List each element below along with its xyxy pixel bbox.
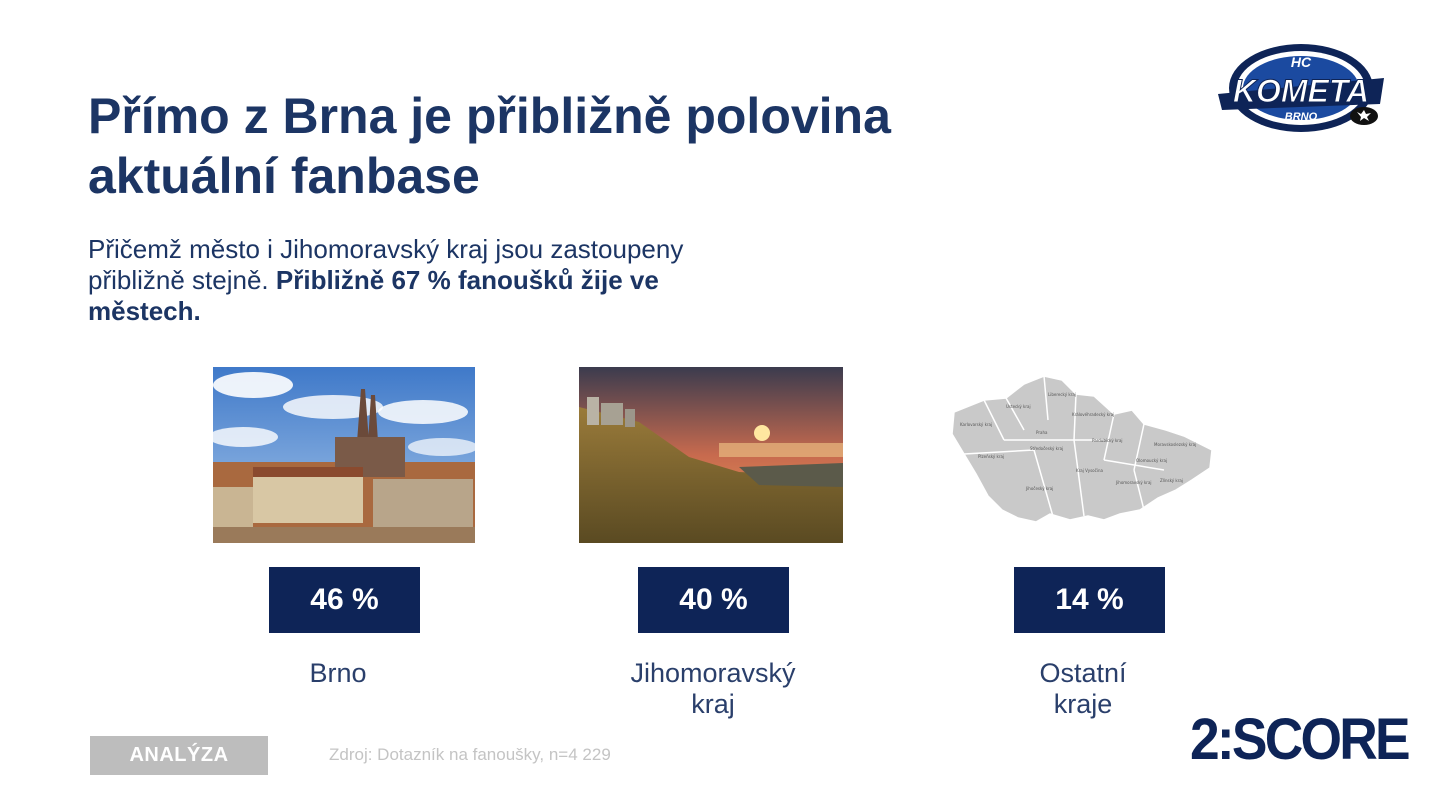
page-title: Přímo z Brna je přibližně polovina aktuá… — [88, 88, 891, 204]
hc-kometa-brno-logo: HC KOMETA BRNO — [1212, 40, 1390, 144]
svg-text:Olomoucký kraj: Olomoucký kraj — [1136, 458, 1167, 463]
stat-badge-brno: 46 % — [269, 567, 420, 633]
stat-badge-ostatni: 14 % — [1014, 567, 1165, 633]
stat-label-jihomoravsky: Jihomoravský kraj — [630, 658, 796, 719]
source-note: Zdroj: Dotazník na fanoušky, n=4 229 — [329, 745, 611, 764]
2score-brand-logo: 2:SCORE — [1190, 707, 1411, 772]
subtitle: Přičemž město i Jihomoravský kraj jsou z… — [88, 234, 728, 327]
logo-main-text: KOMETA — [1233, 73, 1369, 109]
stat-badge-jihomoravsky: 40 % — [638, 567, 789, 633]
subtitle-bold: Přibližně 67 % fanoušků žije ve městech. — [88, 265, 659, 326]
svg-text:Pardubický kraj: Pardubický kraj — [1092, 438, 1123, 443]
svg-text:Ústecký kraj: Ústecký kraj — [1006, 404, 1031, 409]
analysis-tag: ANALÝZA — [90, 736, 268, 775]
svg-text:Královéhradecký kraj: Královéhradecký kraj — [1072, 412, 1114, 417]
svg-text:Jihočeský kraj: Jihočeský kraj — [1025, 486, 1053, 491]
logo-top-text: HC — [1291, 54, 1312, 70]
subtitle-regular: Přičemž město i Jihomoravský kraj jsou z… — [88, 234, 684, 295]
svg-text:Karlovarský kraj: Karlovarský kraj — [960, 422, 992, 427]
svg-text:Moravskoslezský kraj: Moravskoslezský kraj — [1154, 442, 1196, 447]
stat-label-brno: Brno — [309, 658, 367, 688]
svg-text:Liberecký kraj: Liberecký kraj — [1048, 392, 1076, 397]
czech-regions-map: Liberecký kraj Ústecký kraj Královéhrade… — [944, 370, 1218, 530]
stat-label-ostatni: Ostatní kraje — [1039, 658, 1127, 719]
logo-bottom-text: BRNO — [1285, 111, 1318, 123]
svg-text:Jihomoravský kraj: Jihomoravský kraj — [1115, 480, 1152, 485]
svg-text:Plzeňský kraj: Plzeňský kraj — [978, 454, 1004, 459]
south-moravia-landscape-photo — [579, 367, 843, 543]
svg-text:Praha: Praha — [1036, 430, 1048, 435]
svg-text:Kraj Vysočina: Kraj Vysočina — [1076, 468, 1103, 473]
svg-text:Zlínský kraj: Zlínský kraj — [1160, 478, 1183, 483]
brno-city-photo — [213, 367, 475, 543]
svg-text:Středočeský kraj: Středočeský kraj — [1030, 446, 1063, 451]
